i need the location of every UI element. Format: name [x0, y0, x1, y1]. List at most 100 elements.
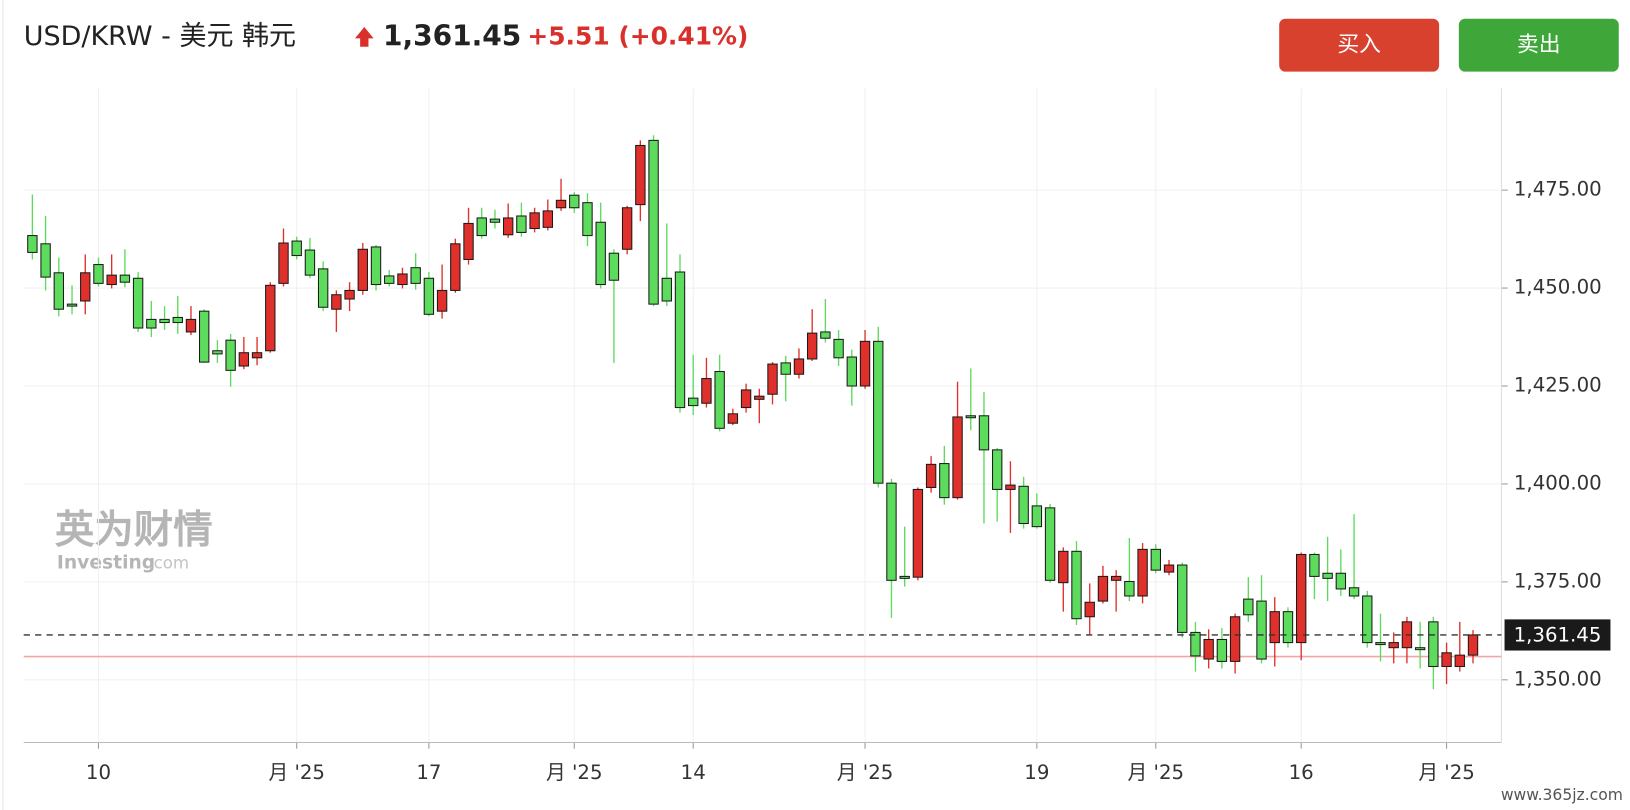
candle-body [1388, 642, 1399, 649]
candle-body [569, 194, 580, 209]
candle-body [595, 221, 606, 286]
sell-button[interactable]: 卖出 [1458, 18, 1619, 72]
candle-body [40, 243, 51, 278]
watermark-suffix: .com [148, 553, 189, 572]
candle-body [886, 482, 897, 581]
candle-body [410, 267, 421, 284]
candle-body [648, 139, 659, 305]
candle-body [820, 331, 831, 339]
candle-body [436, 289, 448, 312]
candle-body [1005, 484, 1016, 490]
buy-button-bg[interactable] [1279, 18, 1440, 72]
candle-body [1203, 638, 1214, 660]
x-tick-label: 19 [1024, 761, 1049, 784]
candle-body [1322, 572, 1333, 579]
candle-body [555, 199, 567, 209]
x-tick-label: 10 [86, 761, 111, 784]
candle-body [1190, 631, 1201, 657]
candle-body [1110, 575, 1122, 581]
candle-body [1309, 553, 1320, 577]
candle-body [119, 274, 131, 283]
x-tick-label: 月 '25 [268, 761, 325, 784]
candle-body [502, 217, 514, 236]
candle-body [1177, 564, 1188, 633]
candle-body [1163, 564, 1175, 573]
candle-body [384, 275, 395, 284]
candle-body [423, 277, 435, 315]
candle-body [397, 273, 408, 286]
candle-body [674, 271, 686, 409]
candle-body [185, 318, 197, 333]
candle-body [1216, 638, 1228, 662]
candle-body [1243, 598, 1254, 616]
candle-body [159, 318, 170, 324]
x-tick-label: 月 '25 [1418, 761, 1474, 784]
candle-body [1375, 642, 1386, 646]
candle-body [476, 217, 487, 237]
candle-body [846, 356, 858, 387]
candle-body [912, 488, 924, 578]
candle-body [93, 264, 104, 284]
sell-label[interactable]: 卖出 [1517, 33, 1561, 58]
buy-label[interactable]: 买入 [1337, 33, 1381, 58]
x-tick-label: 14 [681, 761, 706, 784]
candle-body [780, 362, 791, 375]
candle-body [740, 389, 752, 409]
candle-body [1150, 548, 1161, 571]
watermark-cn: 英为财情 [55, 507, 213, 553]
site-mark: www.365jz.com [1501, 786, 1623, 804]
candle-body [344, 289, 355, 300]
candle-body [80, 272, 91, 302]
candle-body [661, 277, 672, 302]
candle-body [1058, 550, 1069, 584]
candle-body [754, 395, 765, 400]
candle-body [1124, 580, 1135, 597]
y-tick-label: 1,375.00 [1514, 569, 1602, 592]
candle-body [172, 316, 183, 324]
candle-body [714, 370, 725, 429]
candle-body [859, 340, 871, 387]
candle-body [965, 415, 976, 419]
candle-body [1335, 572, 1347, 590]
candle-body [1414, 647, 1426, 651]
candle-body [317, 268, 329, 308]
chart-title: USD/KRW - 美元 韩元 [24, 21, 296, 52]
sell-button-bg[interactable] [1458, 18, 1619, 72]
candle-body [146, 318, 157, 329]
candle-body [1229, 616, 1241, 662]
candle-body [27, 235, 38, 253]
candle-body [767, 363, 778, 395]
candle-body [278, 242, 289, 284]
candle-body [992, 449, 1003, 490]
candle-body [238, 352, 250, 367]
candle-body [489, 218, 501, 223]
candle-body [925, 463, 937, 488]
candle-body [806, 332, 818, 360]
candle-body [952, 416, 963, 499]
candle-body [331, 294, 342, 310]
candle-body [106, 274, 117, 286]
candle-body [939, 463, 950, 499]
candle-body [199, 310, 210, 363]
candle-body [727, 413, 739, 424]
candle-body [1084, 601, 1095, 618]
buy-button[interactable]: 买入 [1279, 18, 1440, 72]
last-price: 1,361.45 [383, 19, 521, 52]
candle-body [291, 240, 302, 257]
candle-body [1256, 600, 1267, 660]
candle-body [621, 207, 633, 250]
candle-body [1044, 507, 1056, 581]
candle-body [608, 252, 620, 281]
candle-body [1467, 634, 1479, 656]
candle-body [357, 248, 368, 291]
candle-body [1269, 611, 1280, 644]
candle-body [304, 249, 316, 276]
candle-body [370, 246, 382, 286]
candle-body [265, 284, 276, 352]
candle-body [1137, 548, 1148, 597]
candle-body [1097, 575, 1109, 602]
x-tick-label: 16 [1289, 761, 1314, 784]
candle-body [1031, 505, 1043, 528]
